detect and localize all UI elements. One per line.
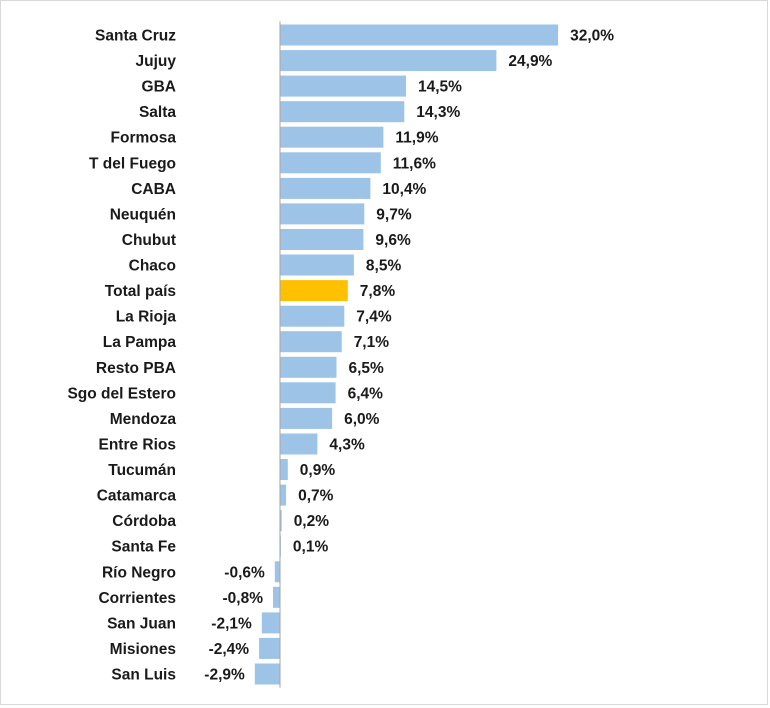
category-label-misiones: Misiones [110,641,176,658]
category-label-santa-cruz: Santa Cruz [95,28,176,45]
bar-sgo-del-estero [280,382,336,404]
category-label-tucuman: Tucumán [108,462,176,479]
bar-mendoza [280,407,333,429]
value-label-formosa: 11,9% [395,130,438,147]
bar-catamarca [280,484,287,506]
category-label-corrientes: Corrientes [98,590,176,607]
value-label-jujuy: 24,9% [508,53,552,70]
bar-neuquen [280,203,365,225]
value-label-catamarca: 0,7% [298,488,334,505]
category-label-san-luis: San Luis [111,667,176,684]
category-label-chaco: Chaco [129,258,176,275]
category-label-gba: GBA [142,79,176,96]
value-label-la-pampa: 7,1% [354,334,390,351]
category-label-la-pampa: La Pampa [103,334,177,351]
bar-la-rioja [280,305,345,327]
value-label-chubut: 9,6% [375,232,411,249]
value-label-entre-rios: 4,3% [329,437,365,454]
category-label-jujuy: Jujuy [136,53,177,70]
value-label-cordoba: 0,2% [294,513,330,530]
category-label-cordoba: Córdoba [112,513,176,530]
value-label-santa-cruz: 32,0% [570,28,614,45]
value-label-santa-fe: 0,1% [293,539,329,556]
value-label-gba: 14,5% [418,79,462,96]
value-label-la-rioja: 7,4% [356,309,392,326]
category-label-neuquen: Neuquén [110,206,176,223]
bar-san-juan [261,612,280,634]
bars-group [254,24,559,685]
category-label-rio-negro: Río Negro [102,564,176,581]
category-labels-group: Santa Cruz Jujuy GBA Salta Formosa T del Fueg… [67,28,176,684]
bar-rio-negro [274,561,280,583]
bar-tucuman [280,459,288,480]
value-label-total-pais: 7,8% [360,283,396,300]
bar-salta [280,101,405,123]
value-label-t-del-fuego: 11,6% [393,155,436,172]
category-label-caba: CABA [131,181,176,198]
category-label-mendoza: Mendoza [110,411,177,428]
value-label-neuquen: 9,7% [376,206,412,223]
value-label-misiones: -2,4% [209,641,250,658]
bar-la-pampa [280,331,342,353]
value-label-caba: 10,4% [382,181,426,198]
bar-misiones [259,637,280,659]
category-label-formosa: Formosa [111,130,177,147]
category-label-salta: Salta [139,104,176,121]
bar-san-luis [254,663,280,685]
value-label-corrientes: -0,8% [223,590,264,607]
value-label-tucuman: 0,9% [300,462,336,479]
category-label-la-rioja: La Rioja [116,309,177,326]
value-label-rio-negro: -0,6% [224,564,265,581]
value-label-salta: 14,3% [416,104,460,121]
bar-santa-cruz [280,24,559,46]
value-label-chaco: 8,5% [366,258,402,275]
bar-entre-rios [280,433,318,455]
category-label-entre-rios: Entre Rios [98,437,176,454]
category-label-chubut: Chubut [122,232,176,249]
category-label-san-juan: San Juan [107,615,176,632]
value-label-san-luis: -2,9% [204,667,245,684]
category-label-sgo-del-estero: Sgo del Estero [67,385,176,402]
value-label-san-juan: -2,1% [211,615,252,632]
bar-cordoba [280,510,282,532]
bar-chubut [280,229,364,250]
bar-corrientes [273,586,280,608]
value-label-sgo-del-estero: 6,4% [348,385,384,402]
category-label-resto-pba: Resto PBA [96,360,176,377]
bar-total-pais [280,280,348,302]
bar-gba [280,75,406,97]
bar-jujuy [280,50,497,72]
bar-t-del-fuego [280,152,381,174]
value-label-mendoza: 6,0% [344,411,380,428]
value-label-resto-pba: 6,5% [349,360,385,377]
category-label-catamarca: Catamarca [97,488,177,505]
bar-resto-pba [280,356,337,378]
value-labels-group: 32,0% 24,9% 14,5% 14,3% 11,9% 11,6% 10,4% 9,7% 9… [204,28,614,684]
bar-chaco [280,254,354,276]
bar-caba [280,177,371,199]
bar-formosa [280,126,384,148]
category-label-santa-fe: Santa Fe [111,539,176,556]
category-label-t-del-fuego: T del Fuego [89,155,176,172]
category-label-total-pais: Total país [105,283,176,300]
